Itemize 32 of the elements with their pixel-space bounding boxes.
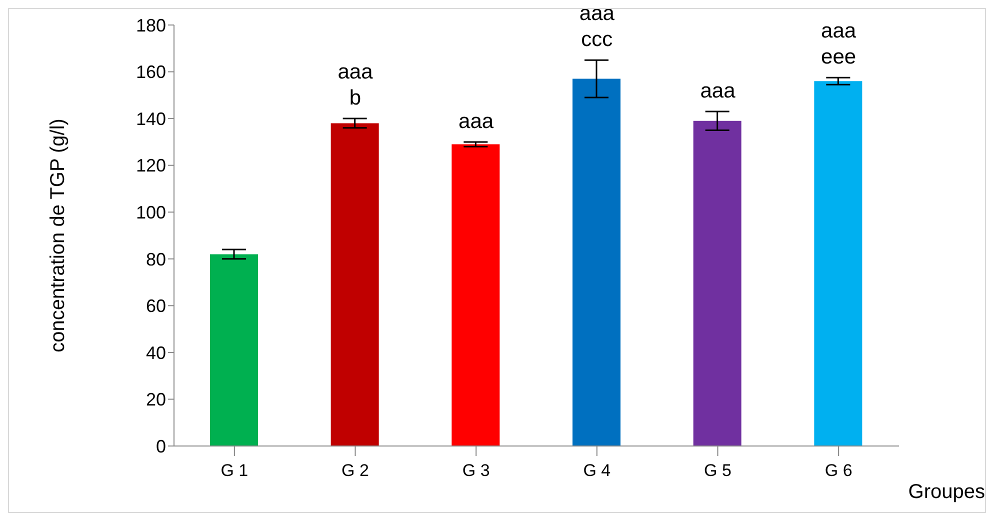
x-axis-title: Groupes	[908, 481, 985, 503]
y-tick-label: 140	[136, 108, 166, 129]
y-tick-label: 40	[146, 342, 166, 363]
bar	[330, 123, 379, 446]
x-tick-label: G 4	[583, 461, 611, 480]
y-tick-label: 60	[146, 296, 166, 316]
y-tick-label: 160	[136, 62, 166, 82]
x-tick-label: G 5	[704, 461, 732, 480]
annotation: aaa	[458, 110, 494, 133]
x-tick-label: G 1	[220, 461, 248, 480]
annotation: ccc	[581, 28, 613, 52]
y-tick-label: 20	[146, 390, 166, 410]
bar	[814, 81, 862, 446]
bar	[210, 254, 258, 446]
x-tick-label: G 6	[824, 461, 852, 480]
y-tick-label: 120	[136, 156, 166, 176]
annotation: eee	[821, 46, 856, 69]
y-tick-label: 80	[146, 249, 166, 270]
annotation: aaa	[700, 80, 736, 103]
annotation: b	[349, 86, 362, 110]
y-tick-label: 0	[156, 436, 166, 456]
y-tick-label: 100	[136, 202, 166, 222]
bar	[452, 144, 500, 446]
y-axis-title: concentration de TGP (g/l)	[47, 118, 70, 352]
annotation: aaa	[579, 2, 615, 26]
annotation: aaa	[821, 20, 856, 43]
bar	[572, 78, 620, 446]
annotation: aaa	[338, 60, 374, 84]
y-tick-label: 180	[136, 15, 166, 36]
bar	[693, 120, 742, 446]
x-tick-label: G 3	[462, 461, 490, 480]
x-tick-label: G 2	[342, 461, 369, 480]
